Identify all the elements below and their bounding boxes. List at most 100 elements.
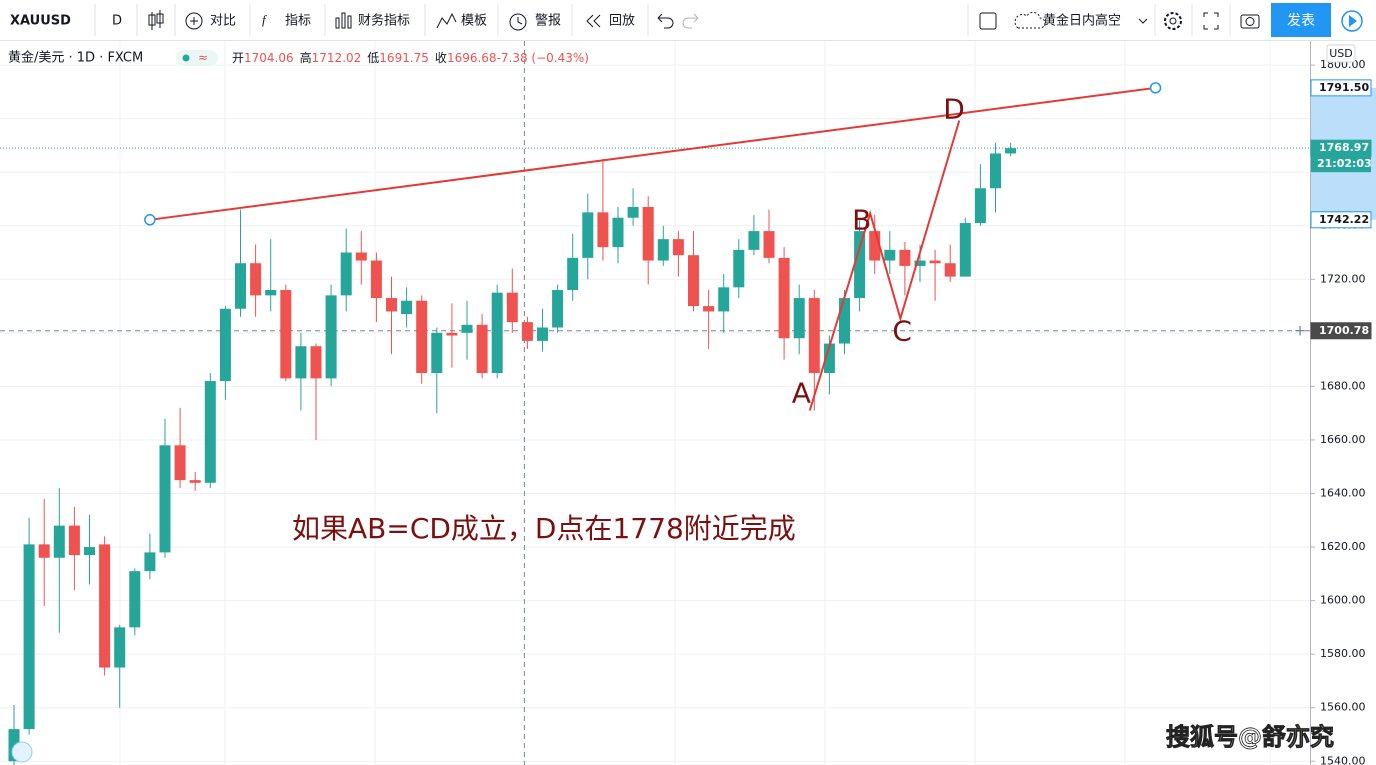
legend-wave: ≈: [198, 51, 208, 65]
alert-icon[interactable]: [509, 13, 527, 31]
trend-line: [149, 86, 1156, 221]
price-label-box: [1310, 79, 1372, 97]
settings-icon[interactable]: [1164, 12, 1182, 30]
candle-body: [99, 544, 111, 668]
candle-body: [854, 231, 866, 299]
compare[interactable]: 对比: [210, 14, 236, 29]
alerts[interactable]: 警报: [535, 13, 561, 29]
candle-body: [129, 571, 141, 628]
redo[interactable]: [682, 13, 699, 29]
candle-body: [310, 346, 322, 379]
ohlc-value: 1704.06: [244, 51, 294, 65]
legend-badge: [176, 50, 218, 66]
y-tick-label: 1540.00: [1320, 754, 1366, 765]
candle-body: [914, 260, 926, 266]
layout-menu[interactable]: [1138, 18, 1148, 24]
candle-body: [38, 544, 50, 558]
candle-body: [476, 324, 488, 374]
price-label-box: [1310, 322, 1372, 340]
y-tick-label: 1720.00: [1320, 272, 1366, 285]
candle-body: [642, 207, 654, 261]
y-tick-label: 1660.00: [1320, 433, 1366, 446]
undo[interactable]: [657, 13, 674, 29]
axis-labels: 1540.00 1560.00 1580.00 1600.00 1620.00 1640.…: [1310, 58, 1376, 765]
snapshot-icon[interactable]: [1240, 14, 1260, 29]
interval[interactable]: D: [112, 14, 122, 29]
financials[interactable]: 财务指标: [358, 13, 410, 29]
candle-body: [189, 480, 201, 483]
candle-body: [506, 292, 518, 323]
candle-body: [295, 346, 307, 379]
candle-body: [280, 290, 292, 379]
toolbar: [0, 0, 1376, 40]
cloud-icon[interactable]: [1014, 11, 1046, 29]
play-button[interactable]: [1341, 10, 1363, 32]
template-icon[interactable]: [436, 12, 457, 29]
candle-body: [23, 544, 35, 730]
candle-body: [370, 260, 382, 299]
candle-body: [688, 255, 699, 307]
layout-name[interactable]: 黄金日内高空: [1043, 13, 1121, 29]
candle-body: [748, 231, 760, 250]
financials-icon[interactable]: [335, 12, 352, 29]
replay[interactable]: 回放: [609, 14, 635, 29]
candle-body: [355, 252, 367, 261]
plot: + A B C D 如果AB=CD成立，D点在1778附近完成: [0, 41, 1310, 765]
ohlc-label: 低: [367, 51, 379, 65]
candle-body: [899, 249, 911, 266]
legend-dot: [182, 54, 190, 62]
candle-body: [657, 239, 669, 261]
candle-body: [884, 249, 896, 261]
candle-body: [823, 343, 835, 374]
price-label: 1791.50: [1319, 81, 1369, 94]
chart-type-icon[interactable]: [148, 10, 164, 30]
candle-body: [401, 300, 413, 315]
candle-body: [839, 298, 850, 344]
y-tick-label: 1640.00: [1320, 487, 1366, 500]
ohlc-value: 1696.68: [447, 51, 497, 65]
candle-body: [159, 445, 171, 553]
legend-title: 黄金/美元 · 1D · FXCM: [8, 50, 143, 66]
candle-body: [174, 445, 186, 481]
candle-body: [416, 300, 428, 374]
pattern-label: C: [892, 314, 912, 347]
ohlc-value: -7.38 (−0.43%): [497, 51, 589, 65]
y-tick-label: 1680.00: [1320, 379, 1366, 392]
publish[interactable]: 发表: [1287, 13, 1315, 29]
trend-handle: [144, 214, 156, 226]
candle-body: [461, 324, 473, 333]
templates[interactable]: 模板: [461, 14, 487, 29]
symbol[interactable]: XAUUSD: [10, 14, 71, 29]
indicator-icon[interactable]: f: [262, 12, 268, 27]
ohlc-label: 收: [435, 51, 447, 65]
indicators[interactable]: 指标: [285, 14, 311, 29]
y-tick-label: 1620.00: [1320, 540, 1366, 553]
candle-body: [974, 188, 986, 224]
toolbar-separators: [94, 4, 1231, 36]
price-label: 1700.78: [1319, 324, 1369, 337]
price-label: 1768.97: [1319, 141, 1369, 154]
countdown: 21:02:03: [1317, 157, 1372, 170]
candle-body: [582, 212, 594, 258]
candle-body: [567, 257, 579, 291]
fullscreen-icon[interactable]: [1203, 12, 1219, 30]
candle-body: [718, 287, 730, 312]
pattern-label: D: [943, 93, 965, 126]
candle-body: [627, 207, 639, 218]
candle-body: [265, 290, 277, 296]
watermark: 搜狐号@舒亦究: [1166, 723, 1334, 751]
candle-body: [733, 249, 745, 288]
publish-button[interactable]: [1271, 3, 1331, 37]
candle-body: [386, 298, 397, 312]
scroll-icon[interactable]: [11, 741, 33, 763]
candle-body: [763, 231, 775, 258]
compare-icon[interactable]: [185, 12, 203, 30]
candle-body: [990, 153, 1001, 189]
layout-icon[interactable]: [979, 12, 997, 30]
candle-body: [84, 547, 95, 556]
candle-body: [53, 525, 65, 558]
ohlc-text: 开1704.06 高1712.02 低1691.75 收1696.68-7.38 (−…: [232, 50, 589, 65]
replay-icon[interactable]: [586, 14, 601, 28]
